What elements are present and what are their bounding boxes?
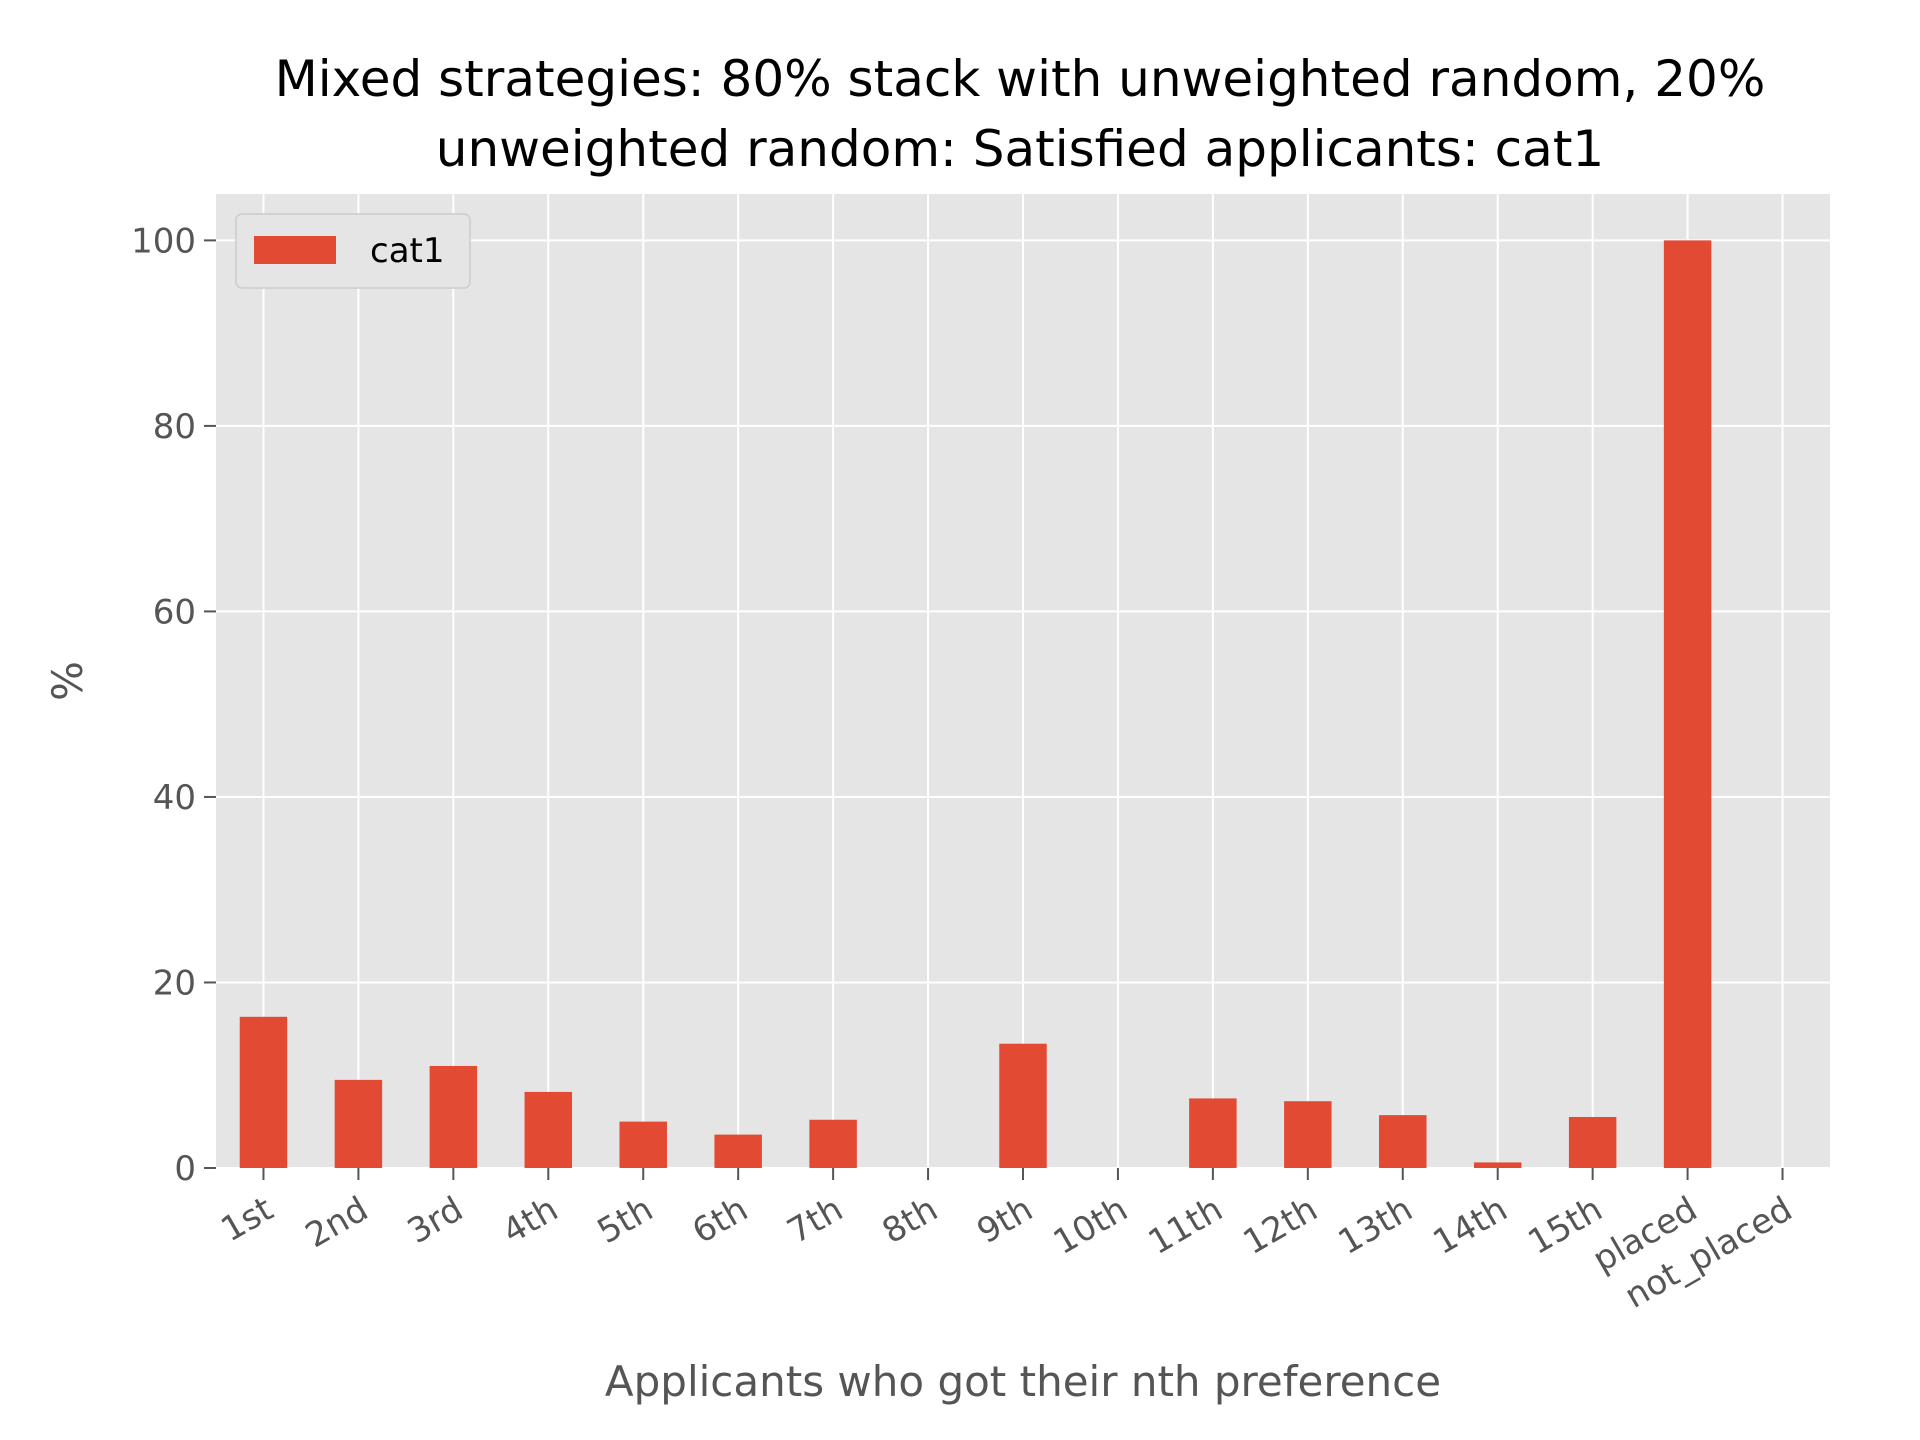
bar-5th xyxy=(619,1121,667,1168)
y-axis-label: % xyxy=(43,661,92,701)
bar-12th xyxy=(1284,1101,1332,1168)
chart-title-line-2: unweighted random: Satisfied applicants:… xyxy=(436,120,1604,178)
x-tick-label-1st: 1st xyxy=(214,1189,280,1250)
y-tick-label: 80 xyxy=(153,407,196,447)
legend-swatch-cat1 xyxy=(254,236,336,264)
x-tick-label-11th: 11th xyxy=(1142,1189,1230,1263)
y-tick-label: 100 xyxy=(131,221,196,261)
bar-13th xyxy=(1379,1115,1427,1168)
bar-9th xyxy=(999,1043,1047,1168)
x-tick-label-4th: 4th xyxy=(496,1189,565,1252)
bar-placed xyxy=(1663,240,1712,1168)
x-tick-label-5th: 5th xyxy=(591,1189,660,1252)
bar-2nd xyxy=(334,1079,383,1168)
x-tick-label-13th: 13th xyxy=(1332,1189,1420,1263)
bar-4th xyxy=(524,1091,573,1168)
x-axis-label: Applicants who got their nth preference xyxy=(605,1357,1441,1406)
chart-title-line-1: Mixed strategies: 80% stack with unweigh… xyxy=(275,50,1766,108)
y-tick-label: 40 xyxy=(153,778,196,818)
legend-label-cat1: cat1 xyxy=(370,231,445,271)
bar-3rd xyxy=(429,1065,478,1168)
y-axis-ticks: 0 20 40 60 80 100 xyxy=(131,221,216,1189)
y-tick-label: 20 xyxy=(153,963,196,1003)
x-tick-label-8th: 8th xyxy=(876,1189,945,1252)
x-axis-ticks: 1st 2nd 3rd 4th 5th 6th 7th 8th 9th 10th 11th 12th 1… xyxy=(214,1168,1799,1317)
x-tick-label-7th: 7th xyxy=(781,1189,850,1252)
legend-box xyxy=(235,213,471,289)
x-tick-label-3rd: 3rd xyxy=(401,1189,470,1252)
y-tick-label: 0 xyxy=(174,1149,196,1189)
bar-7th xyxy=(809,1119,857,1168)
bar-6th xyxy=(714,1134,762,1168)
x-tick-label-9th: 9th xyxy=(971,1189,1040,1252)
bar-1st xyxy=(239,1016,288,1168)
y-tick-label: 60 xyxy=(153,592,196,632)
bar-14th xyxy=(1473,1162,1522,1168)
x-tick-label-6th: 6th xyxy=(686,1189,755,1252)
bars xyxy=(239,240,1712,1168)
bar-15th xyxy=(1568,1116,1617,1168)
x-tick-label-14th: 14th xyxy=(1427,1189,1515,1263)
x-tick-label-10th: 10th xyxy=(1047,1189,1135,1263)
bar-11th xyxy=(1189,1098,1237,1168)
x-tick-label-2nd: 2nd xyxy=(299,1189,375,1256)
x-tick-label-12th: 12th xyxy=(1237,1189,1325,1263)
legend: cat1 xyxy=(235,213,471,289)
